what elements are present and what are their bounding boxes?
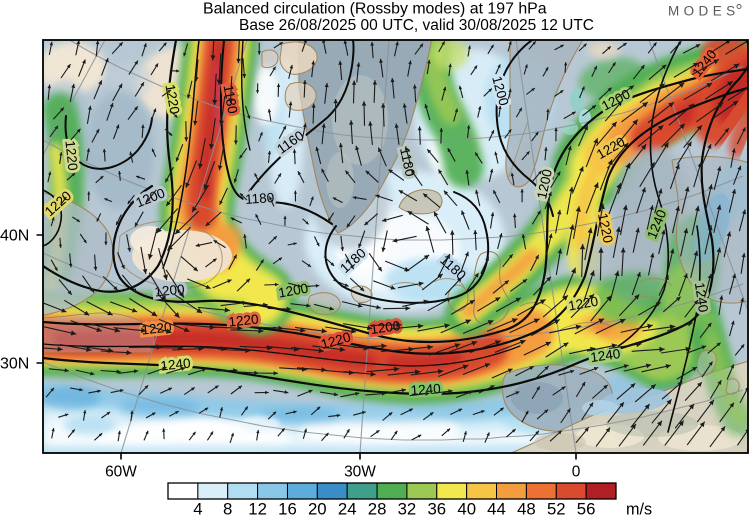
svg-text:m/s: m/s — [626, 501, 652, 516]
svg-text:52: 52 — [547, 500, 566, 516]
svg-text:40: 40 — [457, 500, 476, 516]
svg-text:30N: 30N — [0, 356, 29, 373]
svg-text:44: 44 — [487, 500, 506, 516]
svg-text:1200: 1200 — [154, 281, 185, 299]
svg-text:48: 48 — [517, 500, 536, 516]
svg-text:24: 24 — [338, 500, 357, 516]
svg-text:8: 8 — [223, 500, 232, 516]
svg-text:30W: 30W — [344, 464, 376, 481]
svg-text:Balanced circulation (Rossby m: Balanced circulation (Rossby modes) at 1… — [203, 1, 547, 18]
svg-text:16: 16 — [278, 500, 297, 516]
svg-text:1220: 1220 — [62, 140, 80, 171]
svg-text:20: 20 — [308, 500, 327, 516]
svg-text:36: 36 — [427, 500, 446, 516]
svg-text:0: 0 — [572, 464, 581, 481]
svg-text:32: 32 — [398, 500, 417, 516]
svg-text:12: 12 — [248, 500, 267, 516]
svg-text:MODES: MODES — [668, 4, 740, 19]
svg-text:4: 4 — [193, 500, 202, 516]
svg-text:1180: 1180 — [245, 190, 275, 207]
svg-text:1220: 1220 — [228, 311, 259, 329]
svg-text:40N: 40N — [0, 228, 29, 245]
svg-text:28: 28 — [368, 500, 387, 516]
svg-text:60W: 60W — [105, 464, 137, 481]
svg-text:Base 26/08/2025 00 UTC, valid: Base 26/08/2025 00 UTC, valid 30/08/2025… — [239, 17, 594, 34]
svg-text:56: 56 — [577, 500, 596, 516]
